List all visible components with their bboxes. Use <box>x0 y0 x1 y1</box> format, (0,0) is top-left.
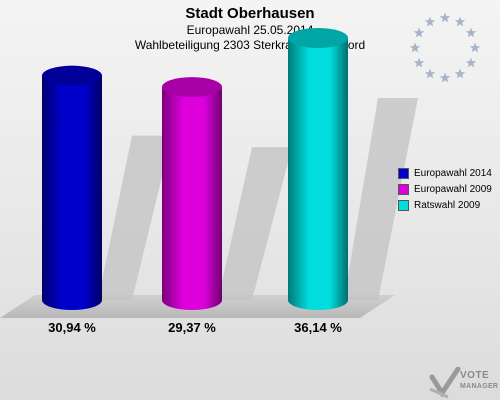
data-label-2: 36,14 % <box>294 320 342 335</box>
bar-body-2 <box>288 37 348 311</box>
logo-line2: MANAGER <box>460 383 499 390</box>
bar-2 <box>288 27 348 311</box>
legend-item-0: Europawahl 2014 <box>398 165 492 181</box>
eu-stars-icon <box>409 12 481 83</box>
bar-top-2 <box>288 27 348 48</box>
bar-shadows <box>98 97 418 300</box>
bar-body-0 <box>42 75 102 310</box>
bar-1 <box>162 77 222 310</box>
logo-line1: VOTE <box>460 370 490 381</box>
bar-shadow <box>218 147 292 300</box>
legend-swatch-2 <box>398 199 409 211</box>
eu-star <box>413 57 425 68</box>
legend-item-1: Europawahl 2009 <box>398 181 492 197</box>
legend-swatch-1 <box>398 183 409 195</box>
eu-star <box>409 42 421 53</box>
eu-star <box>454 68 466 79</box>
eu-star <box>465 27 477 38</box>
legend-label-2: Ratswahl 2009 <box>414 199 481 211</box>
vote-manager-logo: VOTE MANAGER <box>460 370 498 392</box>
eu-star <box>439 12 451 23</box>
bar-shadow <box>98 135 172 300</box>
eu-star <box>424 68 436 79</box>
eu-star <box>454 16 466 27</box>
legend-item-2: Ratswahl 2009 <box>398 197 492 213</box>
legend: Europawahl 2014 Europawahl 2009 Ratswahl… <box>398 165 492 213</box>
bar-shadow <box>344 97 418 300</box>
eu-star <box>439 72 451 83</box>
legend-label-1: Europawahl 2009 <box>414 183 492 195</box>
legend-label-0: Europawahl 2014 <box>414 167 492 179</box>
chart-title: Stadt Oberhausen <box>185 5 315 22</box>
bars-group <box>42 27 348 311</box>
bar-body-1 <box>162 87 222 310</box>
eu-star <box>469 42 481 53</box>
eu-star <box>424 16 436 27</box>
data-label-0: 30,94 % <box>48 320 96 335</box>
legend-swatch-0 <box>398 167 409 179</box>
bar-top-0 <box>42 65 102 86</box>
bar-0 <box>42 65 102 310</box>
checkmark-ballot-icon <box>429 367 461 399</box>
data-label-1: 29,37 % <box>168 320 216 335</box>
bar-top-1 <box>162 77 222 98</box>
chart-subtitle-election: Europawahl 25.05.2014 <box>186 23 314 37</box>
eu-star <box>413 27 425 38</box>
eu-star <box>465 57 477 68</box>
